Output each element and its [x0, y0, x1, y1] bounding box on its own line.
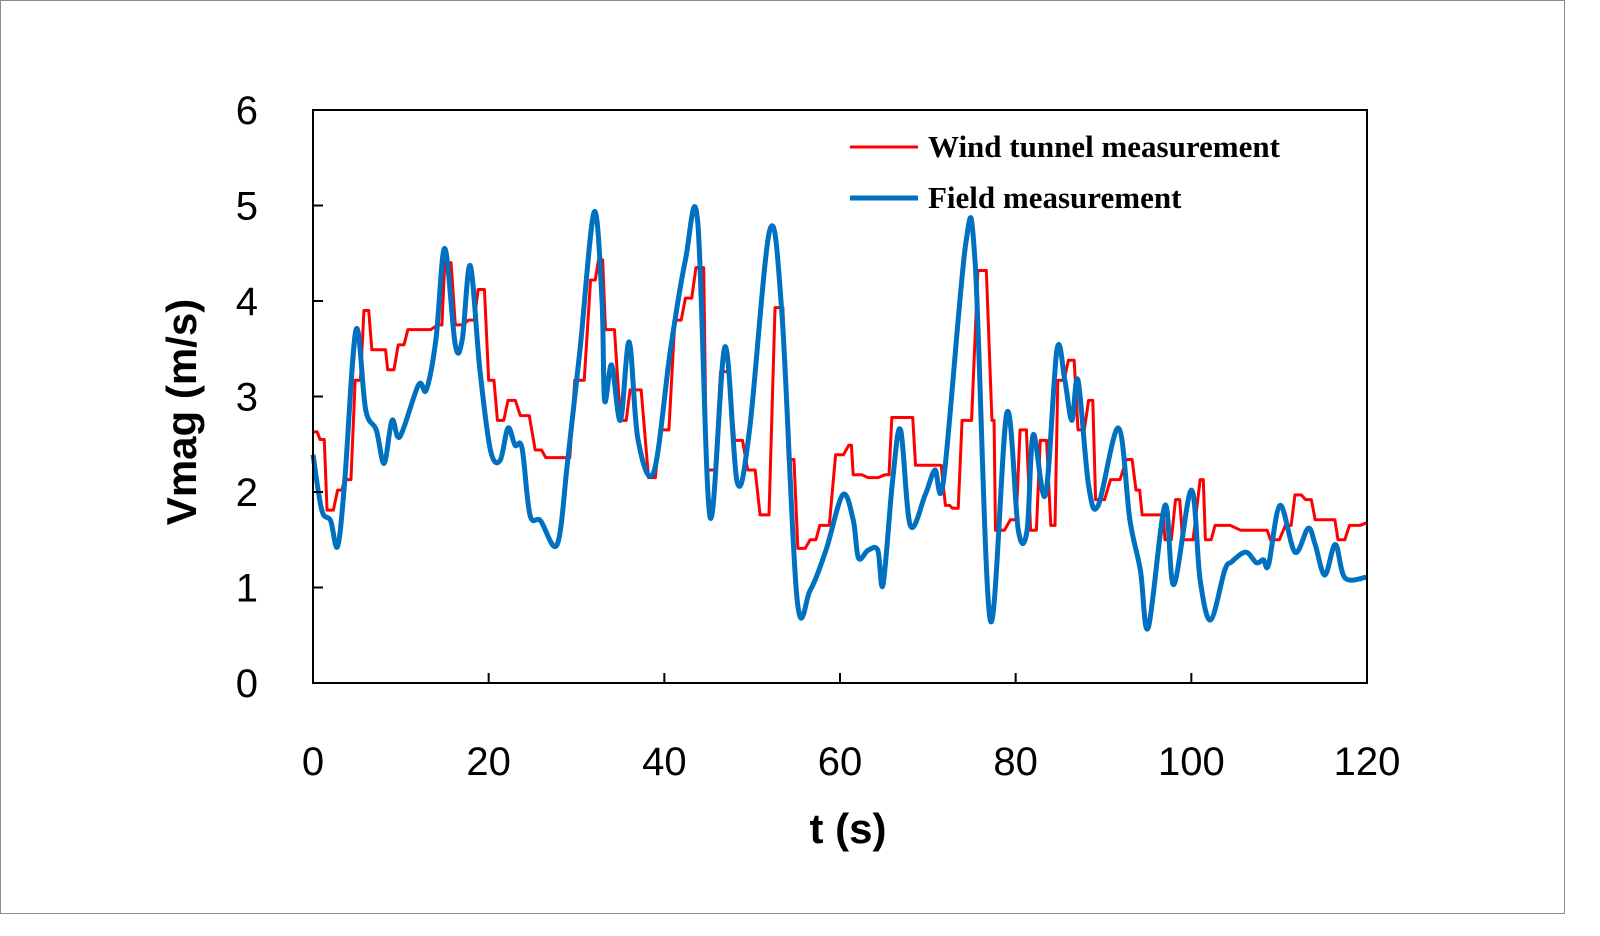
y-tick-label: 0 — [236, 662, 258, 706]
x-tick-label: 80 — [993, 740, 1038, 784]
series-line-field — [310, 204, 1368, 632]
y-tick-label: 2 — [236, 471, 258, 515]
x-tick-label: 20 — [466, 740, 511, 784]
x-tick-label: 60 — [818, 740, 863, 784]
y-tick-label: 1 — [236, 567, 258, 611]
series-layer — [310, 204, 1368, 632]
x-tick-label: 120 — [1334, 740, 1401, 784]
y-tick-label: 6 — [236, 89, 258, 133]
y-tick-label: 3 — [236, 376, 258, 420]
y-tick-label: 5 — [236, 185, 258, 229]
x-tick-label: 0 — [302, 740, 324, 784]
y-axis-title: Vmag (m/s) — [158, 299, 205, 525]
y-tick-label: 4 — [236, 280, 258, 324]
legend-label-field: Field measurement — [928, 180, 1182, 215]
x-tick-label: 40 — [642, 740, 687, 784]
legend-label-wind-tunnel: Wind tunnel measurement — [928, 129, 1281, 164]
x-axis-title: t (s) — [810, 805, 887, 852]
plot-area-border — [312, 109, 1368, 684]
legend: Wind tunnel measurement Field measuremen… — [850, 129, 1281, 215]
chart-frame — [0, 0, 1565, 914]
x-tick-label: 100 — [1158, 740, 1225, 784]
